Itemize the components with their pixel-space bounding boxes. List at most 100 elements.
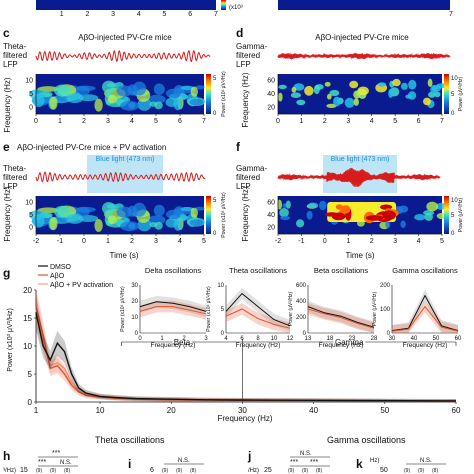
inset-y-tick: 0 bbox=[303, 331, 307, 337]
spectrogram-blob bbox=[353, 90, 361, 99]
panel-d-x-tick: 7 bbox=[440, 118, 444, 125]
spectrogram-blob bbox=[78, 215, 99, 222]
n-i-3: (8) bbox=[190, 468, 196, 474]
inset-line-abo bbox=[391, 305, 459, 332]
panel-c-x-tick: 2 bbox=[82, 118, 86, 125]
inset-y-tick: 30 bbox=[131, 283, 138, 289]
spectrogram-blob bbox=[37, 207, 59, 214]
spectrogram-blob bbox=[166, 88, 182, 99]
panel-e-trace-label-3: LFP bbox=[3, 182, 18, 191]
inset-title: Delta oscillations bbox=[145, 266, 202, 275]
inset-background bbox=[226, 285, 290, 333]
inset-x-tick: 50 bbox=[433, 336, 440, 342]
panel-c-spectrogram bbox=[29, 74, 206, 114]
panel-e: e AβO-injected PV-Cre mice + PV activati… bbox=[3, 140, 227, 260]
panel-f-cbar-label: Power (μV²/Hz) bbox=[458, 198, 464, 233]
panel-e-theta-trace bbox=[35, 171, 206, 183]
n-j-3: (8) bbox=[316, 468, 322, 474]
gamma-burst-hotspot bbox=[341, 205, 351, 214]
inset-xlabel: Frequency (Hz) bbox=[403, 342, 448, 349]
panel-e-letter: e bbox=[3, 140, 10, 154]
spectrogram-blob bbox=[32, 214, 45, 228]
inset-title: Theta oscillations bbox=[229, 266, 287, 275]
inset-x-tick: 30 bbox=[389, 336, 396, 342]
spectrogram-blob bbox=[173, 97, 183, 111]
panel-d-x-tick: 2 bbox=[323, 118, 327, 125]
n-h-2: (9) bbox=[50, 468, 56, 474]
spectrogram-blob bbox=[319, 200, 327, 211]
inset-line-dmso bbox=[225, 292, 291, 327]
panel-j-ylabel-fragment: /Hz) bbox=[248, 468, 259, 474]
sig-i: N.S. bbox=[178, 458, 190, 464]
top-cbar-hint: (x10³ bbox=[229, 5, 243, 11]
sig-k: N.S. bbox=[420, 458, 432, 464]
top-strip-tick: 2 bbox=[85, 11, 89, 18]
panel-c: c AβO-injected PV-Cre mice Theta- filter… bbox=[3, 26, 227, 133]
panel-c-theta-trace bbox=[35, 49, 211, 63]
main-y-tick: 15 bbox=[23, 314, 32, 323]
inset-x-tick: 40 bbox=[411, 336, 418, 342]
panel-f-spectrogram bbox=[277, 196, 448, 234]
n-k-1: (9) bbox=[404, 468, 410, 474]
spectrogram-blob bbox=[326, 103, 337, 108]
panel-c-x-tick: 3 bbox=[106, 118, 110, 125]
top-strip-tick: 6 bbox=[188, 11, 192, 18]
panel-h-letter: h bbox=[3, 449, 10, 463]
panel-c-ylabel: Frequency (Hz) bbox=[3, 77, 12, 132]
spectrogram-blob bbox=[280, 215, 291, 221]
panel-d-letter: d bbox=[236, 26, 243, 40]
spectrogram-blob bbox=[32, 94, 45, 108]
inset-background bbox=[392, 285, 458, 333]
spectrogram-blob bbox=[180, 207, 195, 212]
panel-c-x-tick: 7 bbox=[202, 118, 206, 125]
panel-e-x-tick: 4 bbox=[178, 238, 182, 245]
spectrogram-blob bbox=[132, 202, 147, 217]
spectrogram-blob bbox=[94, 98, 103, 112]
panel-d-x-tick: 0 bbox=[276, 118, 280, 125]
inset-error-band bbox=[392, 289, 458, 333]
spectrogram-blob bbox=[195, 206, 205, 211]
panel-f-cbar-tick-low: 0 bbox=[451, 231, 455, 237]
panel-k-letter: k bbox=[356, 457, 363, 471]
inset-line-abo bbox=[225, 308, 291, 329]
bottom-row: h ³/Hz) 15 Theta oscillations *** *** N.… bbox=[3, 435, 446, 474]
inset-xlabel: Frequency (Hz) bbox=[236, 342, 281, 349]
panel-f-y-tick: 60 bbox=[267, 199, 275, 206]
spectrogram-blob bbox=[285, 200, 291, 209]
spectrogram-blob bbox=[49, 217, 58, 231]
panel-f-trace-label-2: filtered bbox=[236, 173, 260, 182]
spectrogram-blob bbox=[296, 99, 306, 106]
panel-d-trace-label-2: filtered bbox=[236, 51, 260, 60]
spectrogram-blob bbox=[49, 96, 58, 110]
panel-e-trace-label-2: filtered bbox=[3, 173, 27, 182]
panel-e-x-tick: 2 bbox=[130, 238, 134, 245]
spectrogram-blob bbox=[179, 92, 187, 101]
inset-x-tick: 28 bbox=[371, 336, 378, 342]
inset-xlabel: Frequency (Hz) bbox=[151, 342, 196, 349]
main-y-tick: 20 bbox=[23, 286, 32, 295]
n-i-2: (9) bbox=[176, 468, 182, 474]
main-x-tick: 30 bbox=[238, 406, 247, 415]
inset-ylabel: Power (μV²/Hz) bbox=[288, 292, 294, 327]
spectrogram-blob bbox=[324, 81, 331, 87]
panel-e-trace-label-1: Theta- bbox=[3, 164, 26, 173]
panel-f-trace-label-1: Gamma- bbox=[236, 164, 267, 173]
panel-e-blue-light-label: Blue light (473 nm) bbox=[96, 156, 155, 163]
sig-h-top: *** bbox=[52, 450, 60, 457]
main-x-tick: 20 bbox=[167, 406, 176, 415]
spectrogram-blob bbox=[333, 96, 341, 107]
spectrogram-blob bbox=[423, 97, 431, 106]
inset-line-abo bbox=[307, 308, 375, 329]
panel-e-x-tick: 0 bbox=[82, 238, 86, 245]
spectrogram-blob bbox=[189, 98, 203, 106]
spectrogram-blob bbox=[66, 213, 84, 224]
spectrogram-blob bbox=[290, 92, 301, 98]
spectrogram-blob bbox=[179, 213, 187, 222]
inset-y-tick: 100 bbox=[380, 307, 391, 313]
spectrogram-blob bbox=[408, 79, 417, 90]
spectrogram-blob bbox=[107, 215, 118, 225]
panel-f-letter: f bbox=[236, 140, 241, 154]
panel-c-x-tick: 6 bbox=[178, 118, 182, 125]
panel-d-y-tick: 40 bbox=[267, 91, 275, 98]
top-strip-tick: 4 bbox=[137, 11, 141, 18]
